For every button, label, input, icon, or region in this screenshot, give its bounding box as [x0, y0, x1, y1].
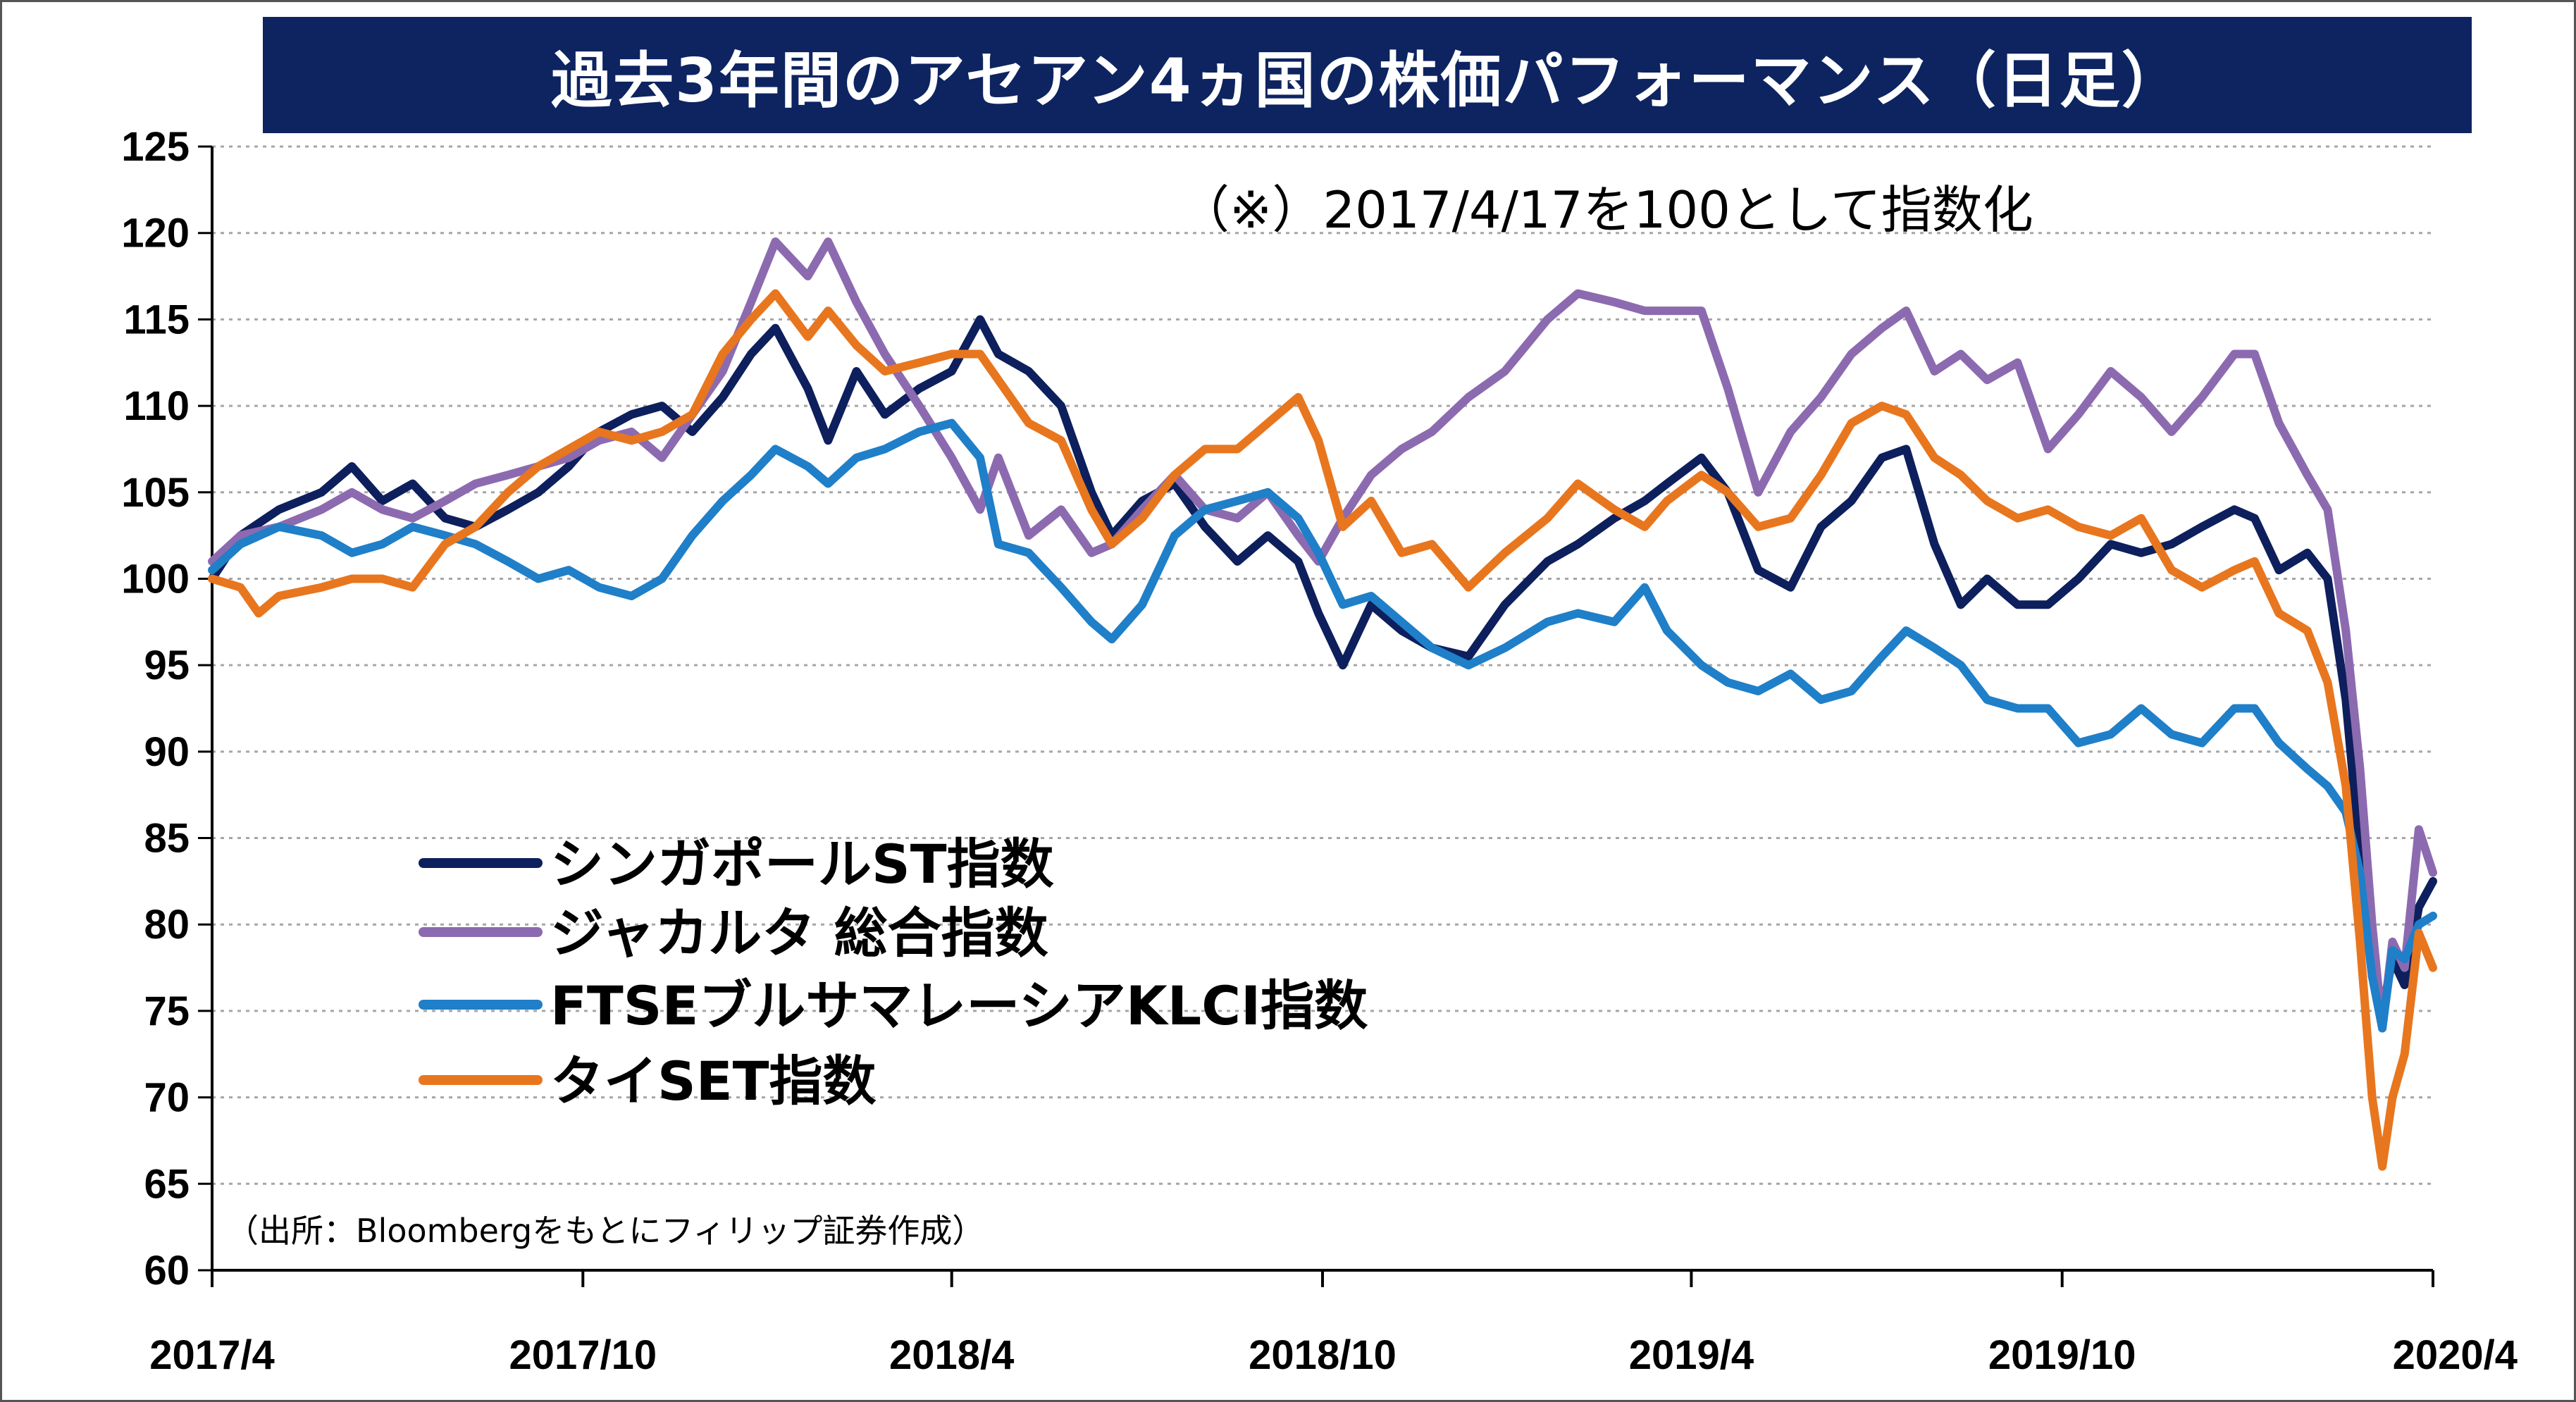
x-tick-label: 2018/4 [889, 1332, 1014, 1378]
chart-title: 過去3年間のアセアン4ヵ国の株価パフォーマンス（日足） [551, 46, 2184, 116]
index-note: （※）2017/4/17を100として指数化 [1179, 180, 2033, 240]
x-tick-label: 2020/4 [2393, 1332, 2518, 1378]
x-tick-label: 2017/4 [149, 1332, 274, 1378]
legend-label: タイSET指数 [550, 1050, 877, 1112]
y-tick-label: 95 [144, 643, 190, 688]
series-line-2 [208, 418, 2437, 1033]
title-banner: 過去3年間のアセアン4ヵ国の株価パフォーマンス（日足） [263, 17, 2472, 133]
y-tick-label: 100 [121, 556, 190, 602]
y-tick-label: 75 [144, 988, 190, 1034]
y-tick-label: 65 [144, 1161, 190, 1207]
series-line-3 [208, 289, 2437, 1171]
legend-label: FTSEブルサマレーシアKLCI指数 [550, 974, 1368, 1037]
y-tick-label: 120 [121, 211, 190, 256]
series-line-0 [208, 315, 2437, 1015]
x-tick-label: 2019/4 [1629, 1332, 1754, 1378]
y-tick-label: 125 [121, 124, 190, 170]
x-tick-label: 2019/10 [1988, 1332, 2136, 1378]
series-line-1 [208, 237, 2437, 1033]
y-tick-label: 60 [144, 1248, 190, 1294]
y-tick-label: 80 [144, 902, 190, 948]
y-tick-label: 90 [144, 729, 190, 775]
source-note: （出所：Bloombergをもとにフィリップ証券作成） [226, 1212, 984, 1250]
gridlines [212, 145, 2433, 1185]
x-tick-label: 2018/10 [1249, 1332, 1397, 1378]
legend-label: ジャカルタ 総合指数 [550, 902, 1048, 964]
y-tick-label: 70 [144, 1075, 190, 1121]
series-lines [208, 237, 2437, 1171]
x-tick-label: 2017/10 [509, 1332, 657, 1378]
y-tick-label: 115 [123, 297, 190, 342]
legend-label: シンガポールST指数 [550, 833, 1054, 895]
y-tick-label: 85 [144, 816, 190, 862]
y-tick-label: 105 [121, 470, 190, 516]
axes: 60 65 70 75 80 85 90 95 100 105 110 115 120 125 2017/4… [121, 124, 2518, 1378]
y-tick-label: 110 [123, 383, 190, 429]
